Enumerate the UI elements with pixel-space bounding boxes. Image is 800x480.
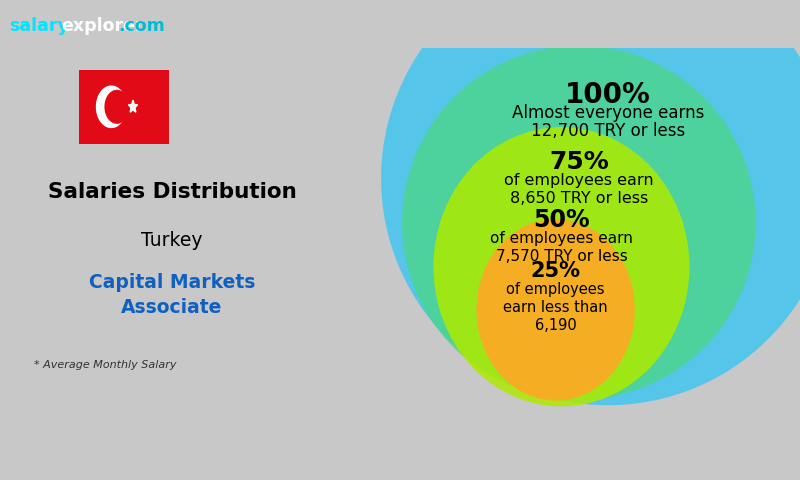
Text: 25%: 25% <box>530 262 581 281</box>
Text: Capital Markets
Associate: Capital Markets Associate <box>89 273 255 317</box>
Text: of employees earn: of employees earn <box>490 231 633 246</box>
Text: 8,650 TRY or less: 8,650 TRY or less <box>510 191 648 205</box>
Text: of employees earn: of employees earn <box>504 173 654 188</box>
Text: Salaries Distribution: Salaries Distribution <box>48 182 296 202</box>
Text: earn less than: earn less than <box>503 300 608 315</box>
Text: 6,190: 6,190 <box>534 318 577 333</box>
Ellipse shape <box>381 0 800 405</box>
Polygon shape <box>105 91 129 123</box>
Text: Turkey: Turkey <box>142 230 202 250</box>
Polygon shape <box>97 86 126 127</box>
Text: of employees: of employees <box>506 282 605 297</box>
Polygon shape <box>129 100 138 112</box>
Text: 75%: 75% <box>549 150 609 174</box>
Text: Almost everyone earns: Almost everyone earns <box>512 104 704 121</box>
Text: 12,700 TRY or less: 12,700 TRY or less <box>531 121 685 140</box>
Text: salary: salary <box>10 17 70 35</box>
Text: 7,570 TRY or less: 7,570 TRY or less <box>495 249 627 264</box>
Text: .com: .com <box>118 17 165 35</box>
FancyBboxPatch shape <box>79 70 169 144</box>
Ellipse shape <box>402 46 756 399</box>
Ellipse shape <box>434 127 690 407</box>
Text: 50%: 50% <box>533 208 590 232</box>
Ellipse shape <box>477 219 634 401</box>
Text: 100%: 100% <box>565 81 651 108</box>
Text: * Average Monthly Salary: * Average Monthly Salary <box>34 360 177 370</box>
Text: explorer: explorer <box>62 17 144 35</box>
